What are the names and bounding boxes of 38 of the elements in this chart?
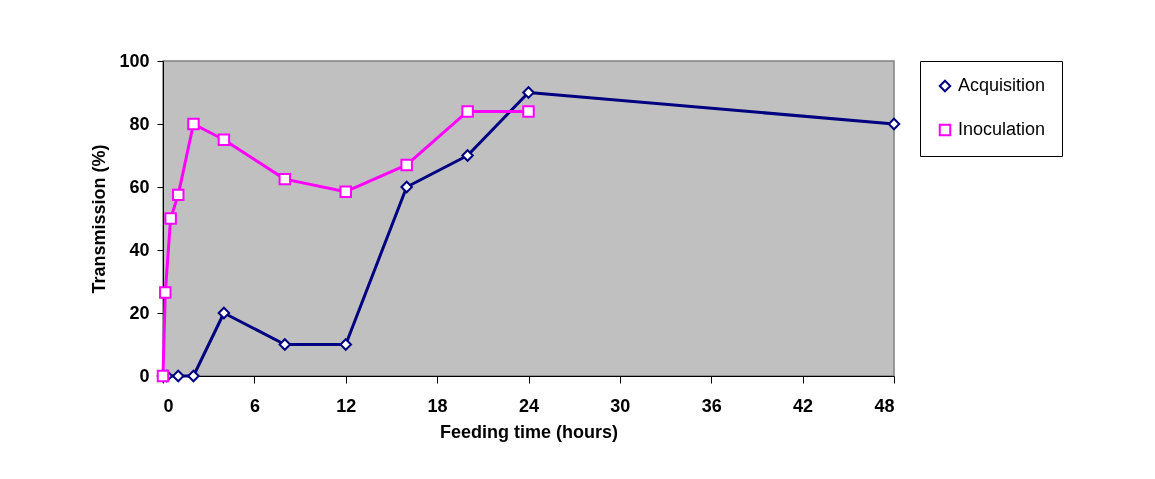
x-axis-title: Feeding time (hours) [439,421,619,442]
x-tick-label: 18 [427,395,448,416]
legend-label: Acquisition [958,75,1046,95]
point [171,369,185,383]
x-tick-label: 30 [610,395,631,416]
point [217,306,231,320]
point [339,338,352,351]
x-tick-label: 36 [701,395,722,416]
legend-label: Inoculation [958,119,1046,139]
point [278,338,292,351]
y-axis-title: Transmission (%) [89,144,110,294]
point [400,158,413,172]
x-tick-label: 48 [874,395,895,416]
x-tick-label: 6 [249,395,260,416]
point [522,105,535,118]
y-tick-label: 80 [129,113,150,134]
point [187,369,200,383]
x-tick-label: 0 [163,395,174,416]
x-tick-label: 12 [336,395,357,416]
y-tick-label: 100 [119,50,150,71]
point [187,117,200,131]
point [522,86,535,99]
y-tick-label: 0 [139,365,150,386]
y-tick-label: 20 [129,302,150,323]
x-tick-label: 42 [793,395,814,416]
point [278,172,292,186]
point [887,117,901,131]
point [461,149,474,162]
point [217,133,231,146]
point [461,105,474,118]
point [171,188,185,202]
y-tick-label: 40 [129,239,150,260]
x-tick-label: 24 [518,395,540,416]
point [339,185,352,198]
point [164,212,177,225]
y-tick-label: 60 [129,176,150,197]
point [159,286,172,299]
point [400,180,413,194]
